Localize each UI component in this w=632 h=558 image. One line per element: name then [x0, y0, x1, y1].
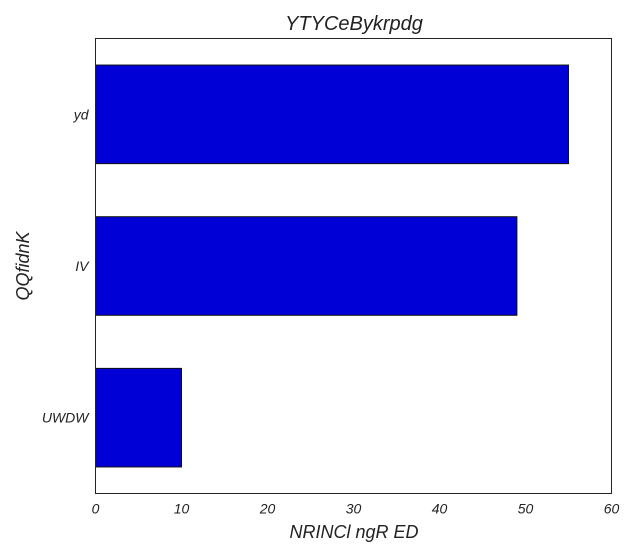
bars-group — [95, 64, 569, 468]
x-tick-label: 20 — [259, 501, 276, 517]
x-tick-label: 30 — [346, 501, 362, 517]
x-axis-label: NRINCl ngR ED — [289, 522, 418, 542]
x-axis-ticks: 0 10 20 30 40 50 60 — [92, 501, 620, 517]
x-tick-label: 50 — [518, 501, 534, 517]
y-tick-label: IV — [75, 258, 90, 274]
y-tick-label: yd — [73, 106, 90, 122]
y-axis-label: QQfidnK — [13, 230, 33, 300]
plot-frame — [95, 38, 612, 494]
bar-yd — [95, 64, 569, 165]
y-axis-ticks: yd IV UWDW — [42, 106, 90, 425]
chart-title: YTYCeBykrpdg — [285, 13, 423, 35]
x-tick-label: 60 — [604, 501, 620, 517]
x-tick-label: 40 — [432, 501, 448, 517]
x-tick-label: 10 — [174, 501, 190, 517]
bar-iv — [95, 216, 518, 316]
y-tick-label: UWDW — [42, 410, 90, 426]
x-tick-label: 0 — [92, 501, 100, 517]
bar-uwdw — [95, 367, 182, 468]
